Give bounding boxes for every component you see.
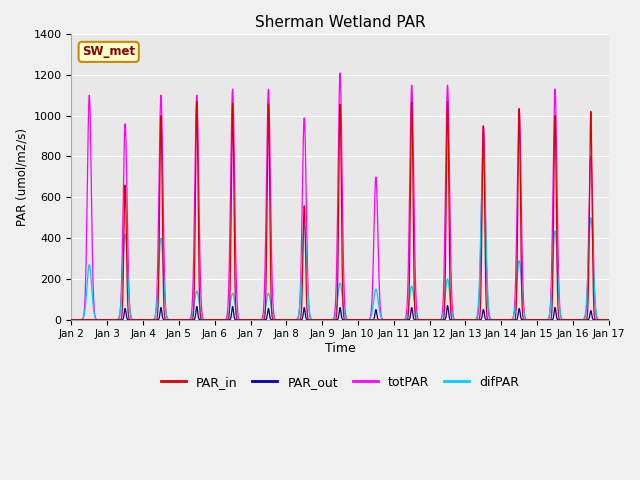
Title: Sherman Wetland PAR: Sherman Wetland PAR: [255, 15, 426, 30]
Y-axis label: PAR (umol/m2/s): PAR (umol/m2/s): [15, 128, 28, 226]
X-axis label: Time: Time: [324, 342, 355, 355]
Legend: PAR_in, PAR_out, totPAR, difPAR: PAR_in, PAR_out, totPAR, difPAR: [156, 371, 524, 394]
Text: SW_met: SW_met: [82, 46, 135, 59]
